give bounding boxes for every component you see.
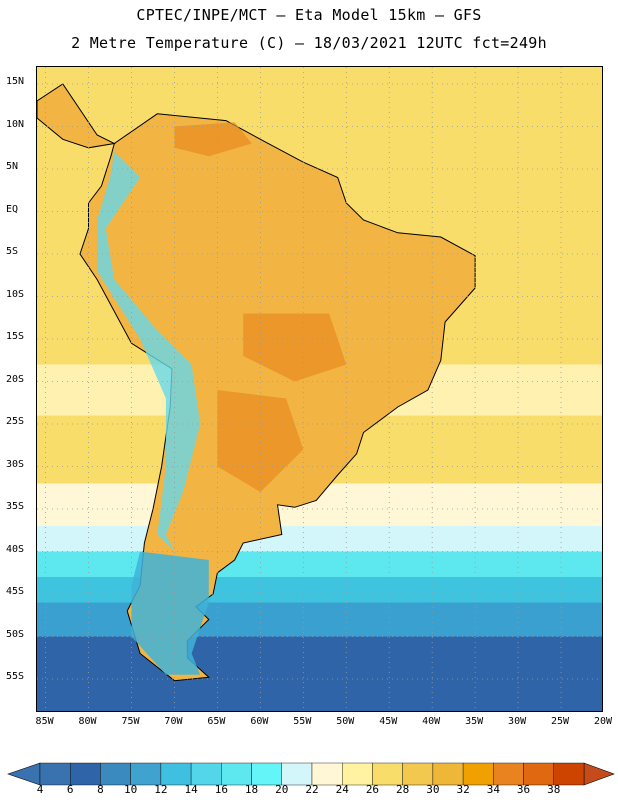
hot-region-2 xyxy=(217,390,304,492)
lat-label-25S: 25S xyxy=(6,416,25,427)
lon-label-35W: 35W xyxy=(465,716,484,727)
land-temperature-field xyxy=(37,83,476,682)
colorbar-label-28: 28 xyxy=(396,783,410,796)
colorbar-segment-0 xyxy=(39,762,71,786)
colorbar-label-30: 30 xyxy=(426,783,440,796)
lat-label-5S: 5S xyxy=(6,246,19,257)
chart-title-line2: 2 Metre Temperature (C) – 18/03/2021 12U… xyxy=(71,34,547,52)
lon-label-70W: 70W xyxy=(164,716,183,727)
lat-label-5N: 5N xyxy=(6,161,19,172)
hot-region-1 xyxy=(243,313,347,382)
lon-label-60W: 60W xyxy=(250,716,269,727)
lon-label-75W: 75W xyxy=(121,716,140,727)
lat-label-EQ: EQ xyxy=(6,203,19,215)
colorbar-label-16: 16 xyxy=(214,783,228,796)
colorbar-segment-6 xyxy=(221,762,252,786)
colorbar-segment-14 xyxy=(462,762,494,786)
lon-label-55W: 55W xyxy=(293,716,312,727)
lat-label-40S: 40S xyxy=(6,543,25,555)
colorbar-label-32: 32 xyxy=(456,783,470,796)
colorbar-label-38: 38 xyxy=(547,783,561,796)
colorbar-label-34: 34 xyxy=(486,783,500,796)
colorbar-segment-15 xyxy=(493,762,524,786)
colorbar-label-18: 18 xyxy=(244,783,259,796)
lat-label-45S: 45S xyxy=(6,586,25,597)
ocean-band-8 xyxy=(37,636,602,711)
temperature-colorbar xyxy=(7,762,615,786)
colorbar-label-22: 22 xyxy=(305,783,319,796)
colorbar-label-4: 4 xyxy=(36,783,44,796)
colorbar-label-36: 36 xyxy=(516,783,531,796)
colorbar-segment-11 xyxy=(372,762,403,786)
colorbar-segment-10 xyxy=(342,762,373,786)
colorbar-label-24: 24 xyxy=(335,783,349,796)
lon-label-80W: 80W xyxy=(78,716,97,727)
colorbar-label-26: 26 xyxy=(365,783,380,796)
colorbar-segment-12 xyxy=(402,762,434,786)
map-panel[interactable] xyxy=(36,66,603,712)
lat-label-50S: 50S xyxy=(6,628,25,640)
colorbar-segment-8 xyxy=(281,762,313,786)
lat-label-30S: 30S xyxy=(6,458,25,470)
colorbar-segment-7 xyxy=(251,762,283,786)
lat-label-10S: 10S xyxy=(6,288,25,300)
lat-label-35S: 35S xyxy=(6,501,25,512)
ocean-band-5 xyxy=(37,551,602,577)
colorbar-segment-5 xyxy=(190,762,222,786)
patagonia-cold-region xyxy=(131,551,209,675)
lat-label-10N: 10N xyxy=(6,118,25,130)
andes-cold-region xyxy=(97,152,201,552)
lat-label-15N: 15N xyxy=(6,76,25,87)
central-america-landmass xyxy=(37,83,116,149)
colorbar-segment-3 xyxy=(130,762,162,786)
lon-label-65W: 65W xyxy=(207,716,226,727)
lon-label-20W: 20W xyxy=(593,716,613,727)
colorbar-left-arrow xyxy=(7,762,41,786)
colorbar-label-6: 6 xyxy=(66,783,74,796)
lat-label-55S: 55S xyxy=(6,671,25,682)
hot-region-0 xyxy=(174,122,252,157)
colorbar-label-20: 20 xyxy=(275,783,289,796)
lon-label-25W: 25W xyxy=(551,716,570,727)
lon-label-30W: 30W xyxy=(508,716,527,727)
ocean-band-6 xyxy=(37,577,602,603)
colorbar-segment-4 xyxy=(160,762,192,786)
lon-label-50W: 50W xyxy=(336,716,355,727)
colorbar-right-arrow xyxy=(583,762,615,786)
colorbar-label-14: 14 xyxy=(184,783,198,796)
chart-title-line1: CPTEC/INPE/MCT – Eta Model 15km – GFS xyxy=(136,6,482,24)
colorbar-segment-2 xyxy=(100,762,131,786)
colorbar-segment-1 xyxy=(69,762,101,786)
colorbar-segment-9 xyxy=(311,762,343,786)
temperature-map xyxy=(37,67,602,711)
colorbar-label-12: 12 xyxy=(154,783,168,796)
lat-label-15S: 15S xyxy=(6,331,25,342)
colorbar-segment-17 xyxy=(553,762,585,786)
lon-label-85W: 85W xyxy=(35,716,54,727)
colorbar-segment-16 xyxy=(523,762,554,786)
lon-label-40W: 40W xyxy=(422,716,441,727)
colorbar-segment-13 xyxy=(432,762,464,786)
lon-label-45W: 45W xyxy=(379,716,398,727)
colorbar-label-8: 8 xyxy=(97,783,104,796)
colorbar-label-10: 10 xyxy=(124,783,138,796)
lat-label-20S: 20S xyxy=(6,373,25,385)
ocean-temperature-field xyxy=(37,67,602,711)
